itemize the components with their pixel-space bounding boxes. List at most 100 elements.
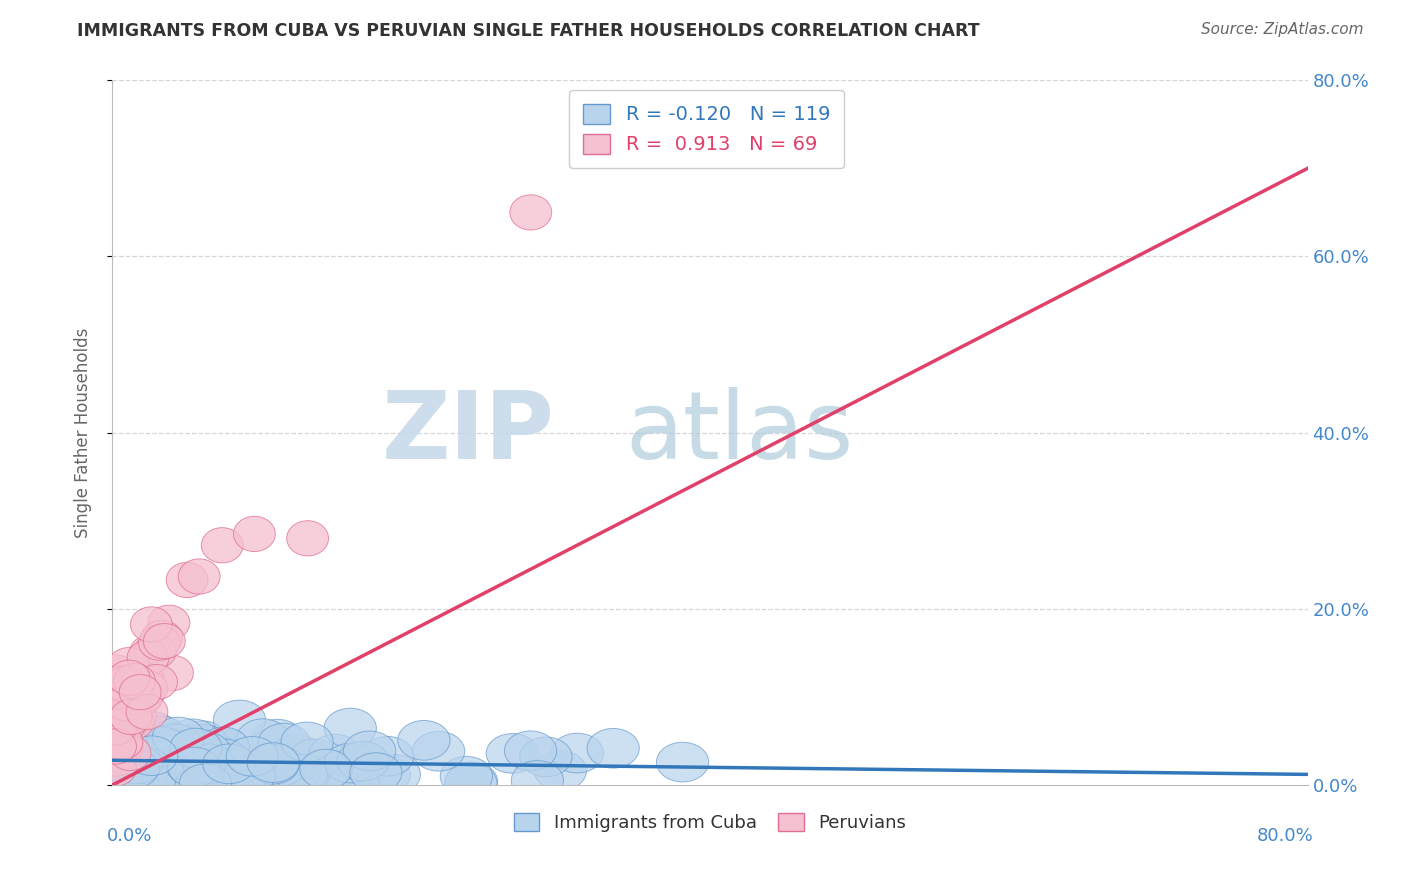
Ellipse shape <box>179 762 231 802</box>
Ellipse shape <box>224 752 276 791</box>
Ellipse shape <box>214 700 266 739</box>
Ellipse shape <box>173 762 225 801</box>
Ellipse shape <box>94 721 136 756</box>
Ellipse shape <box>122 662 165 698</box>
Ellipse shape <box>103 693 143 728</box>
Ellipse shape <box>104 708 145 743</box>
Ellipse shape <box>276 755 328 794</box>
Ellipse shape <box>107 748 159 789</box>
Ellipse shape <box>190 751 242 790</box>
Ellipse shape <box>112 705 155 739</box>
Ellipse shape <box>176 721 229 761</box>
Ellipse shape <box>412 731 465 771</box>
Ellipse shape <box>325 743 377 783</box>
Ellipse shape <box>179 731 231 772</box>
Ellipse shape <box>107 701 149 737</box>
Ellipse shape <box>288 750 340 789</box>
Ellipse shape <box>94 655 136 690</box>
Ellipse shape <box>114 738 166 777</box>
Text: 80.0%: 80.0% <box>1257 827 1313 846</box>
Ellipse shape <box>100 728 142 763</box>
Ellipse shape <box>247 745 299 784</box>
Ellipse shape <box>183 757 236 797</box>
Ellipse shape <box>91 730 143 769</box>
Ellipse shape <box>170 728 222 768</box>
Ellipse shape <box>181 757 235 797</box>
Ellipse shape <box>114 664 155 698</box>
Ellipse shape <box>110 668 150 704</box>
Ellipse shape <box>256 747 308 788</box>
Ellipse shape <box>247 743 299 782</box>
Ellipse shape <box>94 741 136 776</box>
Ellipse shape <box>104 666 146 702</box>
Ellipse shape <box>105 702 146 737</box>
Ellipse shape <box>124 671 166 706</box>
Ellipse shape <box>94 751 136 786</box>
Ellipse shape <box>294 765 346 805</box>
Ellipse shape <box>276 765 329 805</box>
Ellipse shape <box>103 699 145 735</box>
Text: IMMIGRANTS FROM CUBA VS PERUVIAN SINGLE FATHER HOUSEHOLDS CORRELATION CHART: IMMIGRANTS FROM CUBA VS PERUVIAN SINGLE … <box>77 22 980 40</box>
Ellipse shape <box>166 562 208 598</box>
Ellipse shape <box>299 749 352 789</box>
Ellipse shape <box>114 669 156 705</box>
Ellipse shape <box>179 559 221 594</box>
Ellipse shape <box>108 734 160 773</box>
Ellipse shape <box>96 708 138 744</box>
Ellipse shape <box>166 747 219 786</box>
Ellipse shape <box>520 737 572 777</box>
Ellipse shape <box>97 733 149 773</box>
Ellipse shape <box>127 671 167 706</box>
Text: 0.0%: 0.0% <box>107 827 152 846</box>
Ellipse shape <box>328 765 380 805</box>
Ellipse shape <box>143 624 186 659</box>
Ellipse shape <box>179 765 232 805</box>
Ellipse shape <box>311 752 364 791</box>
Ellipse shape <box>105 686 148 721</box>
Ellipse shape <box>186 753 238 793</box>
Ellipse shape <box>125 736 177 775</box>
Ellipse shape <box>117 765 169 805</box>
Ellipse shape <box>131 607 173 642</box>
Ellipse shape <box>142 765 194 805</box>
Ellipse shape <box>94 723 136 758</box>
Ellipse shape <box>657 742 709 782</box>
Ellipse shape <box>101 730 143 765</box>
Ellipse shape <box>152 756 204 796</box>
Ellipse shape <box>156 749 208 789</box>
Ellipse shape <box>197 739 249 779</box>
Ellipse shape <box>101 739 153 779</box>
Ellipse shape <box>221 751 273 790</box>
Ellipse shape <box>108 648 149 682</box>
Ellipse shape <box>288 739 340 779</box>
Ellipse shape <box>197 762 249 801</box>
Ellipse shape <box>183 744 235 784</box>
Ellipse shape <box>111 690 153 726</box>
Ellipse shape <box>94 730 136 765</box>
Ellipse shape <box>96 719 138 755</box>
Ellipse shape <box>166 763 218 802</box>
Ellipse shape <box>141 621 183 656</box>
Ellipse shape <box>134 754 186 794</box>
Ellipse shape <box>127 694 167 730</box>
Ellipse shape <box>98 666 139 701</box>
Ellipse shape <box>107 701 148 736</box>
Ellipse shape <box>180 746 233 786</box>
Y-axis label: Single Father Households: Single Father Households <box>73 327 91 538</box>
Ellipse shape <box>91 732 143 772</box>
Ellipse shape <box>142 747 195 787</box>
Ellipse shape <box>187 727 239 766</box>
Ellipse shape <box>135 716 187 756</box>
Ellipse shape <box>236 719 288 758</box>
Ellipse shape <box>512 761 564 800</box>
Ellipse shape <box>325 708 377 747</box>
Ellipse shape <box>98 707 141 742</box>
Ellipse shape <box>110 744 163 784</box>
Ellipse shape <box>271 735 323 774</box>
Ellipse shape <box>350 753 402 792</box>
Ellipse shape <box>94 717 136 753</box>
Ellipse shape <box>122 677 165 713</box>
Ellipse shape <box>121 681 163 715</box>
Ellipse shape <box>94 681 136 715</box>
Ellipse shape <box>120 674 162 710</box>
